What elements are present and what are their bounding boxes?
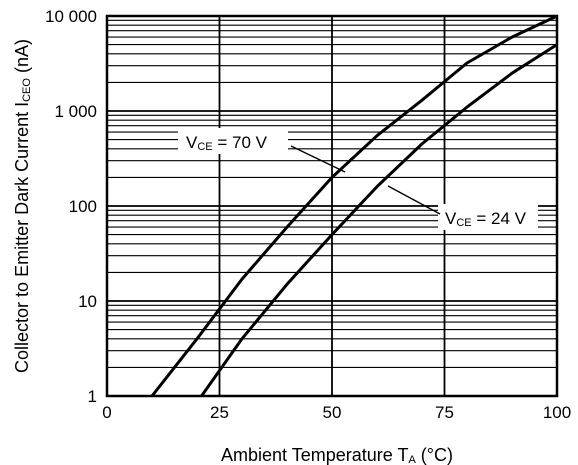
grid — [106, 16, 558, 397]
x-axis-title: Ambient Temperature TA (°C) — [221, 445, 453, 465]
y-axis-title: Collector to Emitter Dark Current ICEO (… — [12, 39, 33, 373]
series-2-line — [200, 43, 558, 397]
x-tick-label: 100 — [543, 403, 571, 422]
plot-frame — [105, 14, 559, 398]
x-tick-label: 50 — [323, 403, 342, 422]
y-tick-label: 100 — [69, 197, 97, 216]
x-tick-label: 0 — [102, 403, 111, 422]
series-1-label-bg — [178, 128, 288, 154]
y-tick-label: 1 000 — [54, 102, 97, 121]
series-1-leader-line — [290, 145, 346, 173]
y-tick-labels: 1 10 100 1 000 10 000 — [45, 7, 97, 406]
x-tick-labels: 0 25 50 75 100 — [102, 403, 571, 422]
series-2-label: VCE = 24 V — [445, 209, 527, 229]
series-1-label: VCE = 70 V — [186, 133, 268, 153]
series-1-line — [150, 14, 558, 397]
series-2-leader-line — [387, 185, 441, 215]
y-tick-label: 10 — [78, 292, 97, 311]
series-2-label-bg — [438, 204, 538, 230]
y-tick-label: 1 — [88, 387, 97, 406]
y-tick-label: 10 000 — [45, 7, 97, 26]
x-tick-label: 25 — [210, 403, 229, 422]
x-tick-label: 75 — [435, 403, 454, 422]
curves — [150, 14, 558, 397]
